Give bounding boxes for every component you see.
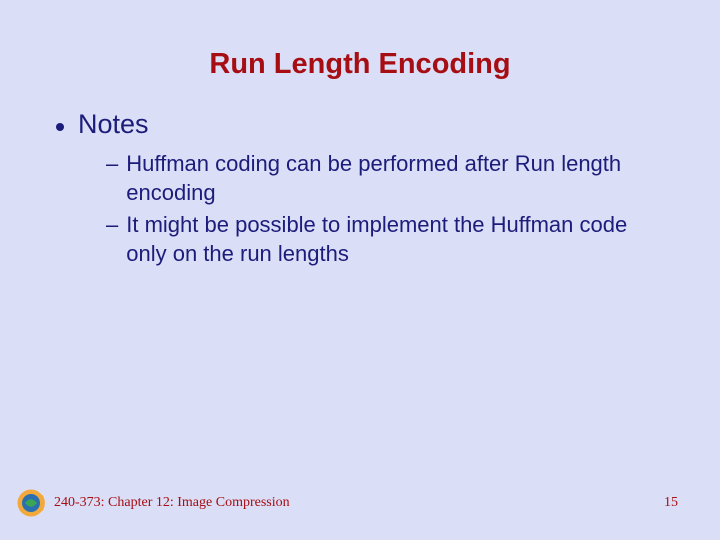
- footer-left: 240-373: Chapter 12: Image Compression: [16, 488, 290, 518]
- bullet-level1: Notes: [0, 109, 720, 140]
- bullet-level2: – It might be possible to implement the …: [0, 211, 720, 268]
- bullet-dash-icon: –: [106, 150, 118, 179]
- bullet-level2-text: Huffman coding can be performed after Ru…: [126, 150, 640, 207]
- bullet-level2: – Huffman coding can be performed after …: [0, 150, 720, 207]
- bullet-dash-icon: –: [106, 211, 118, 240]
- page-number: 15: [664, 495, 678, 511]
- footer-chapter-text: 240-373: Chapter 12: Image Compression: [54, 495, 290, 511]
- slide-title: Run Length Encoding: [0, 0, 720, 109]
- bullet-level1-text: Notes: [78, 109, 149, 140]
- slide: Run Length Encoding Notes – Huffman codi…: [0, 0, 720, 540]
- logo-icon: [16, 488, 46, 518]
- footer: 240-373: Chapter 12: Image Compression 1…: [0, 488, 720, 518]
- bullet-dot-icon: [56, 123, 64, 131]
- bullet-level2-text: It might be possible to implement the Hu…: [126, 211, 640, 268]
